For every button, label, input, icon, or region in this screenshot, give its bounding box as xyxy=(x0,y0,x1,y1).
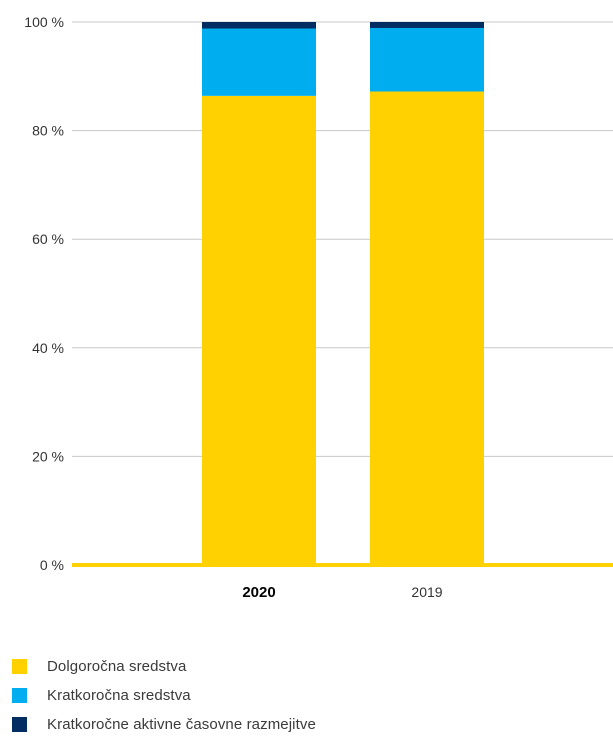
gridlines xyxy=(72,21,613,457)
legend-item-short-term-assets: Kratkoročna sredstva xyxy=(12,683,316,707)
legend-label: Kratkoročna sredstva xyxy=(47,686,191,704)
bar-segment xyxy=(202,28,316,96)
y-tick-label: 80 % xyxy=(32,123,64,139)
legend-label: Dolgoročna sredstva xyxy=(47,657,187,675)
legend: Dolgoročna sredstva Kratkoročna sredstva… xyxy=(12,654,316,741)
bar-segment xyxy=(370,22,484,28)
y-tick-label: 0 % xyxy=(40,557,64,573)
x-axis-tick-labels: 2020 2019 xyxy=(242,584,442,601)
bars xyxy=(202,22,484,566)
x-tick-label: 2020 xyxy=(242,584,275,601)
legend-swatch xyxy=(12,658,27,674)
legend-item-long-term-assets: Dolgoročna sredstva xyxy=(12,654,316,678)
y-tick-label: 40 % xyxy=(32,340,64,356)
x-tick-label: 2019 xyxy=(411,584,442,600)
legend-item-deferred-costs: Kratkoročne aktivne časovne razmejitve xyxy=(12,712,316,736)
legend-swatch xyxy=(12,716,27,732)
y-axis-tick-labels: 0 % 20 % 40 % 60 % 80 % 100 % xyxy=(24,14,64,573)
bar-segment xyxy=(370,91,484,565)
legend-swatch xyxy=(12,687,27,703)
y-tick-label: 100 % xyxy=(24,14,64,30)
stacked-bar-chart: 0 % 20 % 40 % 60 % 80 % 100 % 2020 2019 xyxy=(24,14,613,601)
bar-segment xyxy=(202,95,316,566)
y-tick-label: 60 % xyxy=(32,231,64,247)
y-tick-label: 20 % xyxy=(32,448,64,464)
bar-segment xyxy=(370,27,484,92)
bar-segment xyxy=(202,22,316,29)
legend-label: Kratkoročne aktivne časovne razmejitve xyxy=(47,715,316,733)
